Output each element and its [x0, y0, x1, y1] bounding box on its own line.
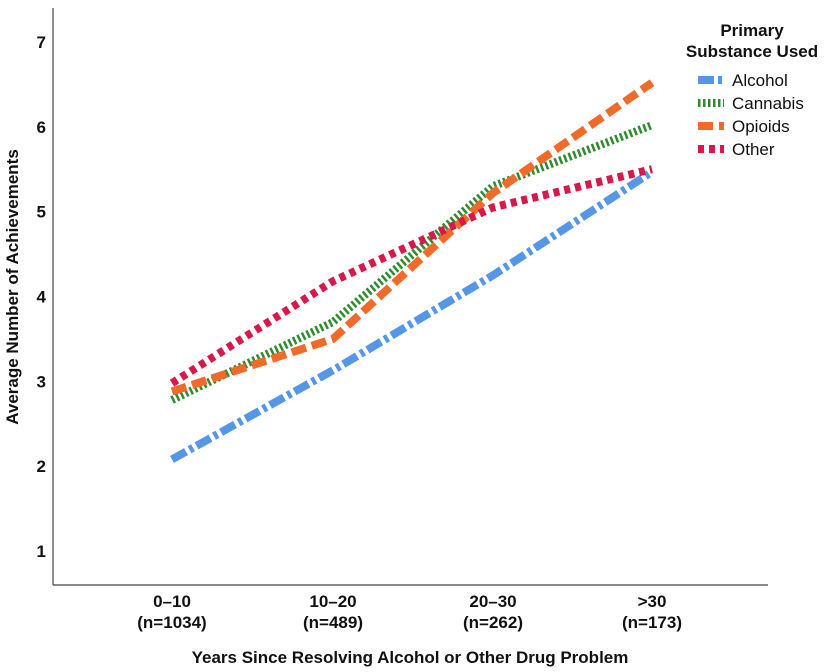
x-tick-label: 0–10 — [153, 592, 191, 611]
x-tick-count: (n=489) — [303, 613, 363, 632]
x-tick-label: >30 — [638, 592, 667, 611]
series-line-other — [169, 165, 653, 387]
series-line-alcohol — [170, 168, 655, 463]
x-tick-count: (n=262) — [463, 613, 523, 632]
series-line-opioids — [170, 79, 655, 396]
y-tick-label: 7 — [37, 33, 46, 52]
y-axis-title: Average Number of Achievements — [3, 149, 22, 425]
y-tick-label: 2 — [37, 457, 46, 476]
x-tick-count: (n=173) — [622, 613, 682, 632]
legend: Primary Substance Used Alcohol Cannabis Op… — [686, 21, 818, 159]
x-tick-label: 10–20 — [309, 592, 356, 611]
y-tick-label: 4 — [37, 288, 47, 307]
y-tick-label: 6 — [37, 118, 46, 137]
legend-label-cannabis: Cannabis — [732, 94, 804, 113]
y-tick-label: 3 — [37, 372, 46, 391]
legend-title-line2: Substance Used — [686, 42, 818, 61]
legend-label-alcohol: Alcohol — [732, 71, 788, 90]
x-ticks: 0–10 (n=1034) 10–20 (n=489) 20–30 (n=262) >30 (… — [137, 592, 682, 632]
x-tick-label: 20–30 — [469, 592, 516, 611]
legend-label-opioids: Opioids — [732, 117, 790, 136]
series-lines — [169, 79, 655, 463]
x-axis-title: Years Since Resolving Alcohol or Other D… — [192, 648, 629, 667]
y-ticks: 1 2 3 4 5 6 7 — [37, 33, 47, 561]
legend-items: Alcohol Cannabis Opioids Other — [698, 71, 804, 159]
axes — [52, 8, 768, 586]
y-tick-label: 1 — [37, 542, 46, 561]
legend-label-other: Other — [732, 140, 775, 159]
x-tick-count: (n=1034) — [137, 613, 206, 632]
y-tick-label: 5 — [37, 203, 46, 222]
legend-title-line1: Primary — [720, 21, 784, 40]
